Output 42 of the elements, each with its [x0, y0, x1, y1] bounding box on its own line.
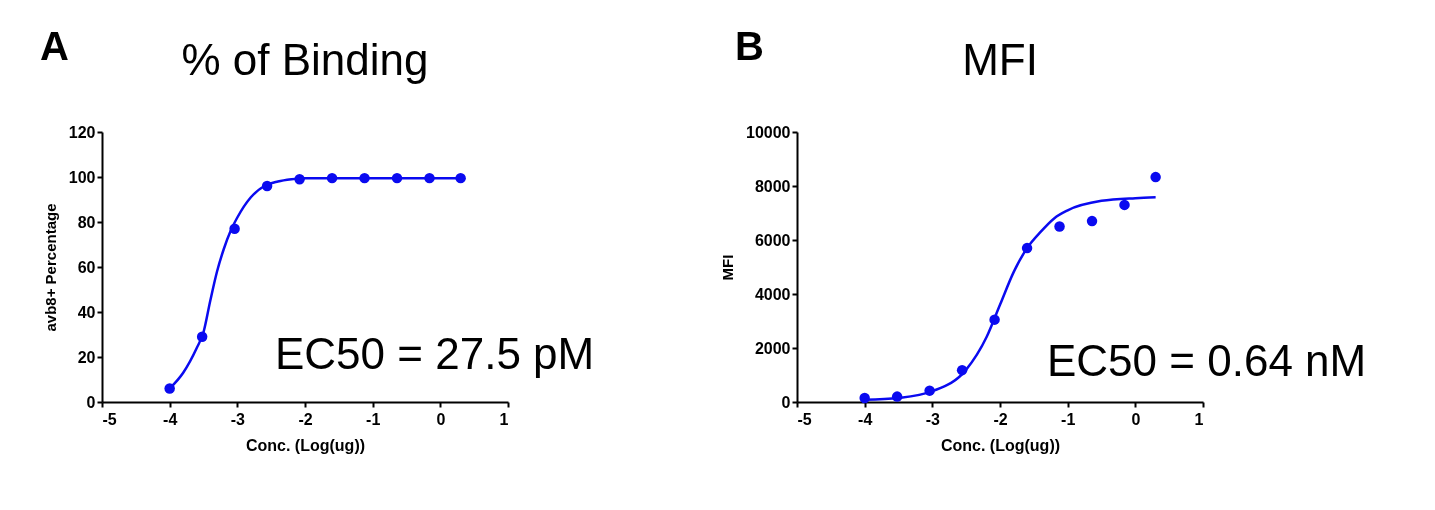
- annotation: EC50 = 0.64 nM: [1047, 336, 1367, 385]
- y-tick-label: 60: [77, 258, 96, 276]
- y-tick-label: 40: [77, 303, 96, 321]
- x-axis-title: Conc. (Log(ug)): [940, 436, 1061, 454]
- y-tick-label: 120: [68, 123, 96, 141]
- x-axis-title: Conc. (Log(ug)): [245, 436, 366, 454]
- y-tick-label: 2000: [754, 339, 791, 357]
- x-tick-label: -4: [163, 410, 178, 428]
- y-axis-title: avb8+ Percentage: [41, 203, 59, 332]
- x-tick-label: -4: [858, 410, 873, 428]
- x-tick-label: -3: [925, 410, 941, 428]
- x-tick-label: -5: [797, 410, 812, 428]
- point: [1086, 215, 1098, 227]
- annotation: EC50 = 27.5 pM: [275, 329, 595, 378]
- y-axis-title: MFI: [719, 254, 737, 281]
- y-tick-label: 20: [77, 348, 96, 366]
- y-tick-label: 80: [77, 213, 96, 231]
- point: [1119, 199, 1130, 211]
- x-tick-label: -3: [230, 410, 246, 428]
- point: [1150, 171, 1161, 183]
- chart-title: MFI: [962, 35, 1038, 84]
- y-tick-label: 6000: [754, 231, 791, 249]
- point: [164, 383, 175, 394]
- x-tick-label: -1: [366, 410, 381, 428]
- x-tick-label: -1: [1061, 410, 1076, 428]
- y-tick-label: 0: [86, 393, 96, 411]
- x-tick-label: -5: [102, 410, 117, 428]
- y-tick-label: 100: [68, 168, 96, 186]
- text: B: [735, 24, 764, 68]
- text: A: [40, 24, 69, 68]
- x-tick-label: -2: [993, 410, 1008, 428]
- x-tick-label: 0: [1131, 410, 1141, 428]
- x-tick-label: 0: [436, 410, 446, 428]
- y-tick-label: 0: [781, 393, 791, 411]
- x-tick-label: 1: [1194, 410, 1204, 428]
- chart-title: % of Binding: [181, 35, 429, 84]
- y-tick-label: 10000: [746, 123, 791, 141]
- y-tick-label: 4000: [754, 285, 791, 303]
- x-tick-label: -2: [298, 410, 313, 428]
- y-tick-label: 8000: [754, 177, 791, 195]
- x-tick-label: 1: [499, 410, 509, 428]
- point: [1054, 221, 1065, 232]
